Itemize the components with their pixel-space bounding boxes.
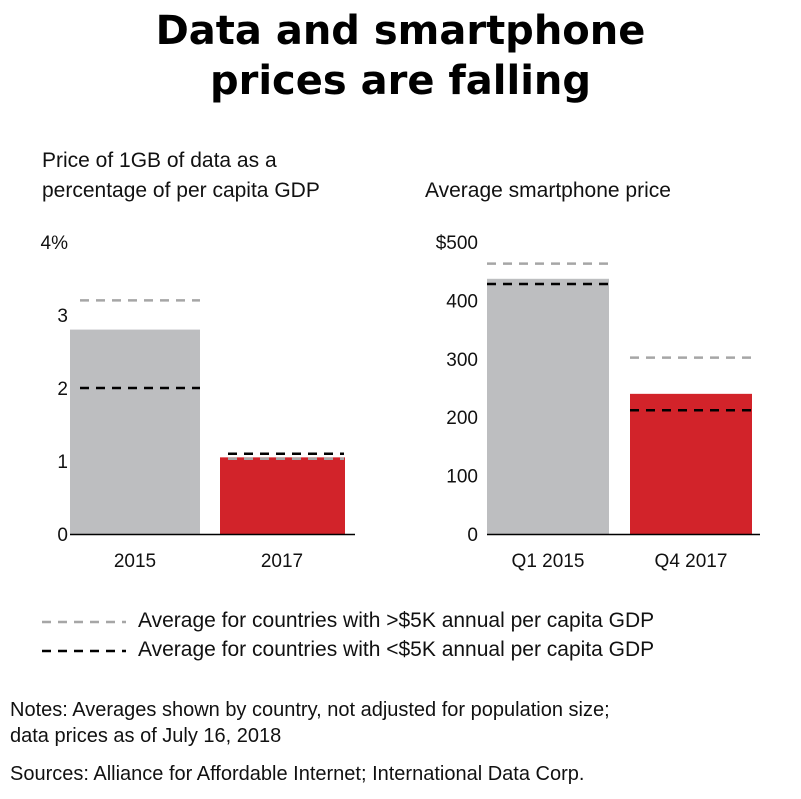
smartphone-price-ytick-label: 0 <box>467 525 478 546</box>
notes-line-2: data prices as of July 16, 2018 <box>10 725 282 747</box>
smartphone-price-bar-2 <box>630 393 752 534</box>
data-price-bar-1 <box>70 329 200 534</box>
data-price-subtitle-line-1: Price of 1GB of data as a <box>42 149 277 172</box>
legend-low-gdp: Average for countries with <$5K annual p… <box>42 637 782 663</box>
smartphone-price-bar-1 <box>487 278 609 534</box>
legend-low-gdp-swatch <box>42 649 126 653</box>
legend-low-gdp-label: Average for countries with <$5K annual p… <box>138 638 655 661</box>
smartphone-price-ytick-label: 200 <box>446 408 478 429</box>
data-price-ytick-label: 4% <box>41 233 69 254</box>
data-price-category-label: 2015 <box>114 551 156 572</box>
data-price-ytick-label: 1 <box>57 452 68 473</box>
charts-canvas: 0 1 2 3 4% 2015 2017 0 100 200 300 400 $500 Q1 2015 Q4… <box>41 233 760 572</box>
data-price-ytick-label: 2 <box>57 379 68 400</box>
chart-title: Data and smartphone prices are falling <box>0 6 801 106</box>
smartphone-price-ytick-label: 400 <box>446 291 478 312</box>
smartphone-price-ytick-label: $500 <box>436 233 478 254</box>
data-price-bar-2 <box>220 457 345 534</box>
data-price-ytick-label: 0 <box>57 525 68 546</box>
chart-title-line-2: prices are falling <box>209 58 592 104</box>
notes-line-1: Notes: Averages shown by country, not ad… <box>10 699 610 721</box>
smartphone-price-ytick-label: 300 <box>446 350 478 371</box>
legend-high-gdp-swatch <box>42 620 126 624</box>
sources: Sources: Alliance for Affordable Interne… <box>10 763 585 785</box>
notes: Notes: Averages shown by country, not ad… <box>10 697 790 749</box>
smartphone-price-chart-subtitle: Average smartphone price <box>425 176 785 206</box>
chart-title-line-1: Data and smartphone <box>155 8 646 54</box>
data-price-chart-subtitle: Price of 1GB of data as a percentage of … <box>42 146 402 206</box>
legend-high-gdp: Average for countries with >$5K annual p… <box>42 608 782 634</box>
smartphone-price-subtitle-line-1: Average smartphone price <box>425 179 671 202</box>
data-price-category-label: 2017 <box>261 551 303 572</box>
smartphone-price-category-label: Q1 2015 <box>512 551 585 572</box>
legend-high-gdp-label: Average for countries with >$5K annual p… <box>138 609 655 632</box>
smartphone-price-category-label: Q4 2017 <box>655 551 728 572</box>
smartphone-price-ytick-label: 100 <box>446 467 478 488</box>
data-price-ytick-label: 3 <box>57 306 68 327</box>
data-price-subtitle-line-2: percentage of per capita GDP <box>42 179 320 202</box>
